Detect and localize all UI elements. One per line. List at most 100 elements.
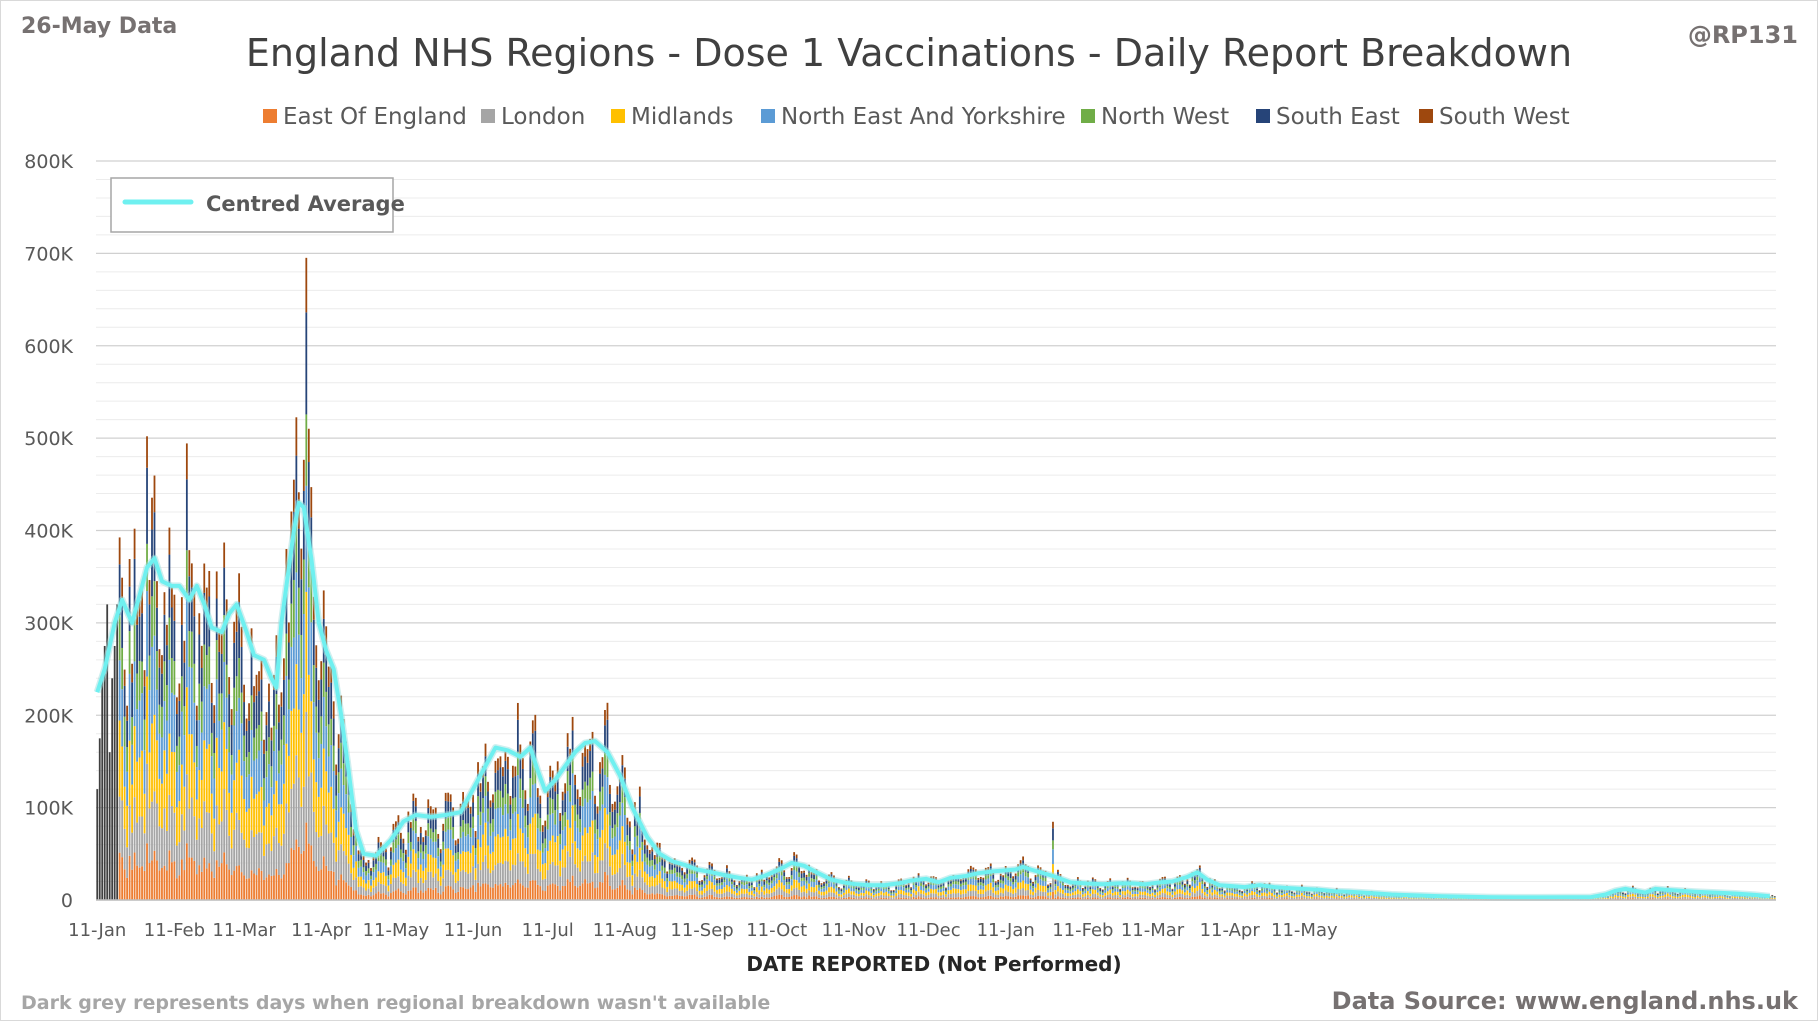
bar-segment-north_west	[1677, 895, 1679, 896]
bar-segment-london	[559, 876, 561, 890]
bar-segment-midlands	[465, 852, 467, 872]
bar-segment-midlands	[928, 892, 930, 895]
bar-segment-north_east_and_yorkshire	[793, 870, 795, 880]
bar-segment-south_west	[1276, 893, 1278, 894]
bar-segment-midlands	[532, 817, 534, 854]
bar-segment-south_west	[246, 719, 248, 731]
bar-segment-south_east	[201, 668, 203, 702]
bar-segment-midlands	[1286, 893, 1288, 896]
bar-segment-london	[1286, 896, 1288, 899]
bar-segment-south_west	[1224, 891, 1226, 892]
y-tick-label: 100K	[24, 798, 73, 820]
bar-segment-south_west	[159, 649, 161, 667]
bar-segment-london	[1294, 898, 1296, 899]
bar-segment-east_of_england	[305, 823, 307, 900]
bar-segment-midlands	[131, 785, 133, 833]
bar-segment-london	[552, 862, 554, 884]
bar-segment-north_east_and_yorkshire	[684, 882, 686, 887]
bar-segment-london	[599, 860, 601, 881]
bar-segment-south_east	[251, 652, 253, 696]
bar-segment-east_of_england	[552, 884, 554, 900]
bar-segment-north_east_and_yorkshire	[1659, 894, 1661, 896]
bar-segment-london	[1012, 894, 1014, 898]
bar-segment-midlands	[953, 888, 955, 893]
bar-segment-north_west	[261, 712, 263, 741]
bar-segment-east_of_england	[480, 886, 482, 900]
bar-segment-north_west	[243, 736, 245, 761]
bar-segment-east_of_england	[562, 886, 564, 900]
bar-segment-north_east_and_yorkshire	[445, 832, 447, 849]
bar-segment-south_west	[1164, 877, 1166, 879]
bar-segment-south_east	[841, 889, 843, 891]
bar-segment-london	[1271, 896, 1273, 898]
bar-segment-north_east_and_yorkshire	[1266, 891, 1268, 893]
bar-segment-south_west	[793, 852, 795, 856]
bar-segment-midlands	[1010, 886, 1012, 892]
bar-segment-midlands	[320, 788, 322, 836]
bar-segment-south_east	[664, 861, 666, 867]
bar-segment-london	[139, 816, 141, 867]
bar-segment-midlands	[985, 885, 987, 891]
bar-segment-east_of_england	[261, 871, 263, 900]
bar-segment-midlands	[1229, 893, 1231, 896]
bar-segment-london	[679, 891, 681, 896]
bar-segment-south_west	[709, 862, 711, 865]
bar-segment-north_east_and_yorkshire	[437, 856, 439, 868]
bar-segment-north_east_and_yorkshire	[1694, 896, 1696, 897]
bar-segment-north_east_and_yorkshire	[1104, 890, 1106, 893]
bar-segment-south_east	[1622, 893, 1624, 894]
bar-segment-north_east_and_yorkshire	[669, 874, 671, 881]
bar-segment-midlands	[873, 895, 875, 897]
bar-segment-midlands	[263, 826, 265, 856]
bar-segment-london	[1719, 898, 1721, 899]
bar-segment-north_east_and_yorkshire	[1045, 881, 1047, 886]
bar-segment-east_of_england	[136, 866, 138, 900]
bar-segment-north_west	[1189, 888, 1191, 890]
bar-segment-north_east_and_yorkshire	[313, 702, 315, 759]
bar-segment-south_west	[457, 839, 459, 844]
bar-segment-north_east_and_yorkshire	[629, 850, 631, 863]
bar-segment-london	[850, 895, 852, 898]
bar-segment-north_west	[527, 825, 529, 837]
bar-segment-midlands	[679, 884, 681, 891]
bar-segment-south_west	[196, 706, 198, 720]
bar-segment-south_west	[1119, 889, 1121, 890]
bar-segment-midlands	[778, 880, 780, 887]
bar-segment-south_west	[711, 863, 713, 866]
bar-segment-london	[430, 872, 432, 889]
bar-segment-midlands	[1378, 897, 1380, 898]
legend-label-east_of_england: East Of England	[283, 104, 467, 130]
bar-segment-london	[574, 864, 576, 886]
bar-segment-east_of_england	[437, 893, 439, 900]
bar-segment-north_west	[858, 890, 860, 892]
bar-segment-north_west	[1637, 895, 1639, 896]
bar-segment-east_of_england	[290, 848, 292, 900]
bar-segment-north_west	[383, 856, 385, 862]
bar-segment-london	[826, 894, 828, 897]
bar-segment-north_west	[492, 819, 494, 832]
bar-segment-midlands	[850, 891, 852, 894]
bar-segment-midlands	[841, 894, 843, 896]
bar-segment-south_east	[574, 785, 576, 805]
bar-segment-midlands	[487, 846, 489, 869]
bar-segment-north_east_and_yorkshire	[1289, 893, 1291, 895]
bar-segment-midlands	[669, 881, 671, 889]
bar-segment-south_east	[559, 821, 561, 834]
bar-segment-south_west	[490, 800, 492, 807]
bar-segment-london	[1109, 894, 1111, 898]
bar-segment-south_east	[126, 721, 128, 747]
bar-segment-north_east_and_yorkshire	[1236, 891, 1238, 894]
bar-segment-north_east_and_yorkshire	[442, 850, 444, 864]
bar-segment-london	[276, 828, 278, 869]
bar-segment-midlands	[1266, 894, 1268, 897]
bar-segment-north_east_and_yorkshire	[878, 891, 880, 893]
bar-segment-east_of_england	[534, 881, 536, 900]
bar-segment-east_of_england	[393, 891, 395, 900]
bar-segment-london	[1331, 897, 1333, 898]
bar-segment-midlands	[614, 854, 616, 874]
bar-segment-london	[868, 895, 870, 898]
bar-segment-south_east	[211, 703, 213, 733]
bar-segment-south_west	[1050, 883, 1052, 884]
bar-segment-south_east	[273, 690, 275, 726]
bar-segment-midlands	[171, 752, 173, 806]
